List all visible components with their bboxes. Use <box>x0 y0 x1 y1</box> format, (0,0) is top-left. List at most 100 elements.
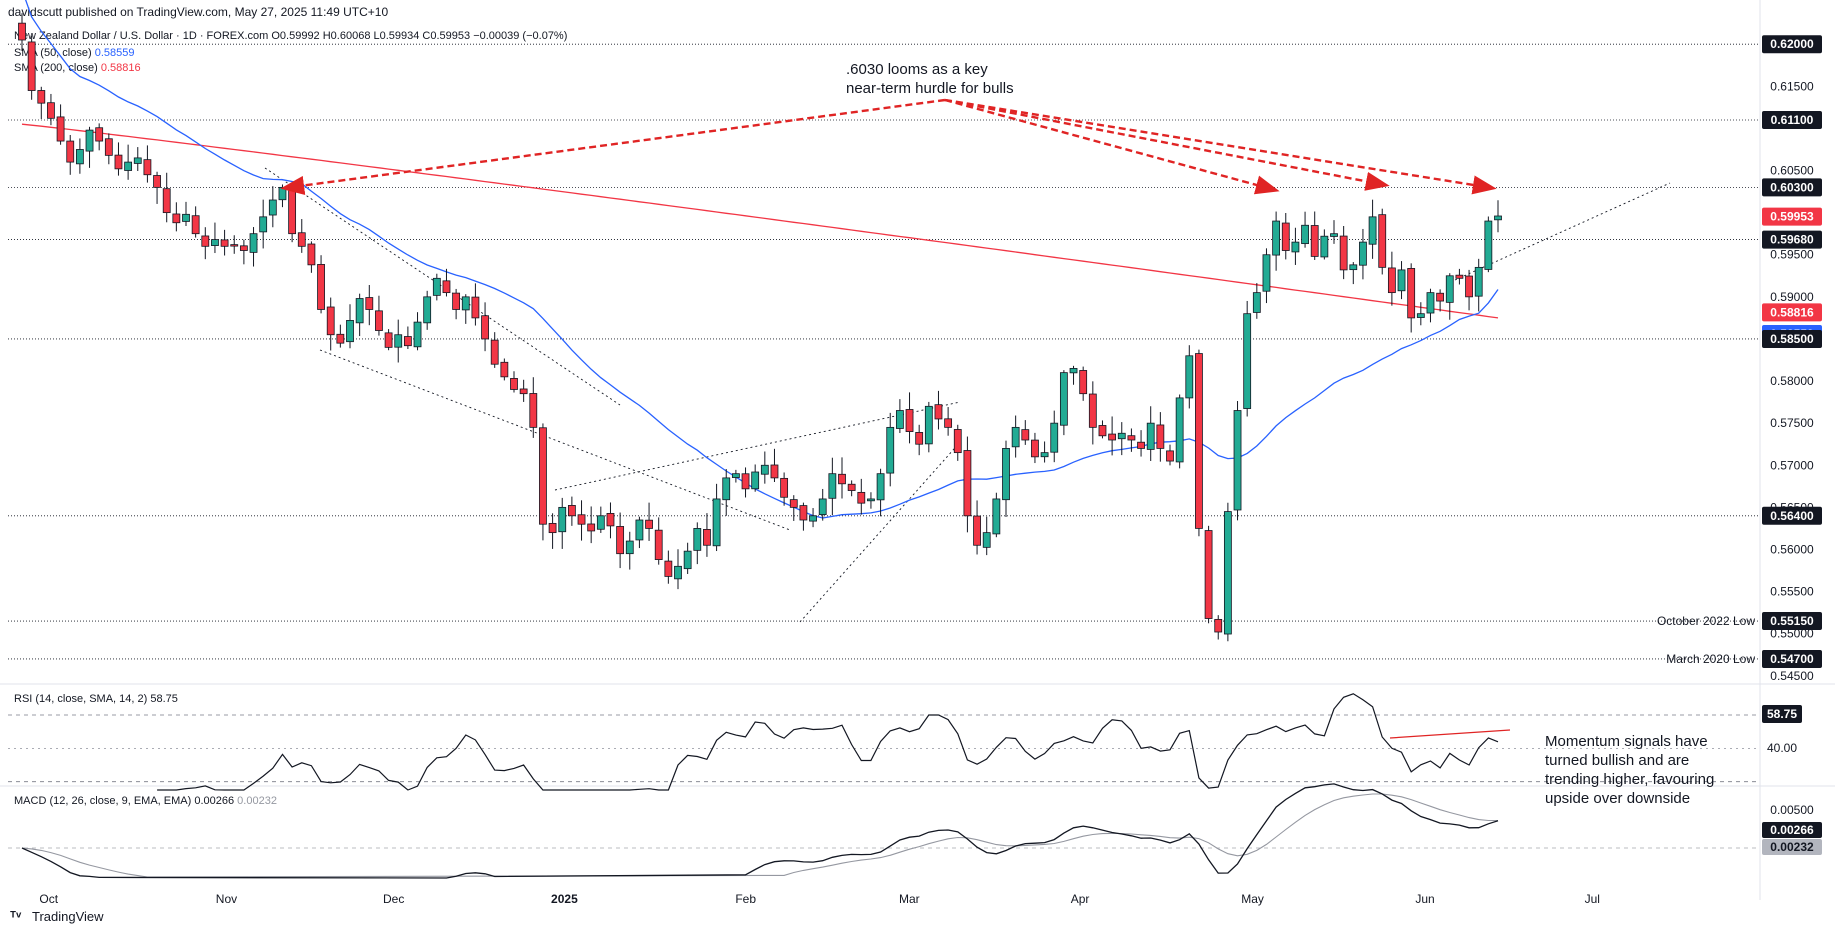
rsi-pane <box>8 693 1760 791</box>
rsi-legend[interactable]: RSI (14, close, SMA, 14, 2) 58.75 <box>14 693 178 705</box>
candle-down <box>1407 268 1416 319</box>
candle-down <box>616 526 625 555</box>
candle-up <box>268 199 277 216</box>
candle-down <box>587 523 596 532</box>
candle-up <box>133 157 142 164</box>
candle-up <box>886 426 895 474</box>
level-tag <box>1762 230 1822 249</box>
level-tag-text: 0.62000 <box>1770 37 1814 51</box>
candle-down <box>973 515 981 546</box>
sma200-line <box>21 123 1499 319</box>
price-axis[interactable]: 0.62000 0.61100 0.60300 0.59953 0.59680 0.588… <box>1762 35 1822 683</box>
sma50-value: 0.58559 <box>94 47 135 59</box>
candle-down <box>799 505 808 521</box>
candle-down <box>1214 618 1223 633</box>
candle-up <box>1416 313 1425 318</box>
price-tick: 0.56500 <box>1770 500 1814 514</box>
candle-up <box>423 296 432 324</box>
candle-down <box>239 245 248 251</box>
candle-down <box>326 306 335 336</box>
rsi-axis: 58.75 40.00 <box>1762 705 1802 755</box>
candle-up <box>1359 241 1367 266</box>
candle-up <box>722 477 731 501</box>
candle-down <box>1137 441 1145 449</box>
candle-down <box>770 464 779 479</box>
time-label: Dec <box>383 892 404 906</box>
symbol-name[interactable]: New Zealand Dollar / U.S. Dollar · 1D · … <box>14 30 269 42</box>
candle-down <box>172 213 181 224</box>
annotation-arrow <box>944 98 1390 191</box>
candle-up <box>346 320 354 343</box>
candle-up <box>124 161 133 171</box>
candle-up <box>1330 233 1338 237</box>
tradingview-logo[interactable]: ᵀᵛ TradingView <box>10 908 104 924</box>
candle-up <box>1349 264 1358 271</box>
macd-value-tag-text: 0.00266 <box>1770 823 1814 837</box>
candle-up <box>1117 432 1126 440</box>
candle-down <box>606 513 615 527</box>
price-tick: 0.60500 <box>1770 164 1814 178</box>
candle-up <box>1368 216 1377 245</box>
candle-up <box>1243 313 1252 409</box>
candle-down <box>403 336 412 347</box>
price-tick: 0.59000 <box>1770 290 1814 304</box>
candle-down <box>481 315 489 340</box>
candle-up <box>731 473 740 478</box>
candle-up <box>75 149 84 165</box>
annotation-arrows <box>280 98 1497 195</box>
annotation-arrow <box>944 98 1280 195</box>
macd-tick: 0.00500 <box>1770 803 1814 817</box>
rsi-label: RSI (14, close, SMA, 14, 2) <box>14 693 148 705</box>
candle-down <box>567 505 576 517</box>
candle-up <box>693 528 702 551</box>
candle-down <box>577 514 586 525</box>
candle-up <box>432 277 441 296</box>
time-axis[interactable]: Oct Nov Dec 2025 Feb Mar Apr May Jun Jul <box>39 892 1600 906</box>
candle-down <box>1281 222 1290 251</box>
rsi-note-line2: turned bullish and are <box>1545 752 1689 769</box>
candles[interactable] <box>18 13 1502 642</box>
tv-logo-icon: ᵀᵛ <box>10 908 22 924</box>
rsi-tick: 40.00 <box>1767 741 1797 755</box>
level-tag-text: 0.61100 <box>1771 113 1814 127</box>
candle-down <box>104 138 113 156</box>
candle-down <box>201 235 210 247</box>
candle-down <box>490 339 499 365</box>
candle-down <box>1021 429 1030 441</box>
candle-down <box>1455 274 1464 279</box>
candle-down <box>471 296 480 319</box>
level-tag-text: 0.56400 <box>1770 509 1814 523</box>
macd-signal-line <box>21 793 1498 878</box>
macd-line <box>21 783 1499 879</box>
candle-up <box>182 213 190 222</box>
candle-up <box>992 498 1001 535</box>
level-tag <box>1762 329 1822 348</box>
candle-up <box>1252 292 1261 313</box>
top-note-line2: near-term hurdle for bulls <box>846 80 1014 97</box>
candle-up <box>249 233 258 253</box>
candle-up <box>1301 224 1309 245</box>
candle-down <box>1204 530 1213 619</box>
candle-up <box>259 216 268 233</box>
candle-up <box>1002 448 1010 501</box>
candle-up <box>1011 426 1020 448</box>
candle-down <box>1031 439 1039 458</box>
trendline <box>554 401 961 491</box>
candle-down <box>944 418 953 428</box>
time-label: Jul <box>1585 892 1600 906</box>
macd-signal-tag <box>1762 839 1822 855</box>
level-tag <box>1762 35 1822 54</box>
candle-up <box>674 565 682 580</box>
candle-down <box>789 499 798 508</box>
price-tick: 0.57000 <box>1770 458 1814 472</box>
candle-up <box>760 464 769 475</box>
price-tick: 0.54500 <box>1770 669 1814 683</box>
macd-legend[interactable]: MACD (12, 26, close, 9, EMA, EMA) 0.0026… <box>14 795 277 807</box>
candle-up <box>876 473 885 501</box>
trendlines <box>264 167 1671 623</box>
candle-up <box>1146 422 1155 450</box>
time-label: Mar <box>899 892 920 906</box>
candle-down <box>539 427 547 525</box>
macd-signal-tag-text: 0.00232 <box>1770 840 1814 854</box>
